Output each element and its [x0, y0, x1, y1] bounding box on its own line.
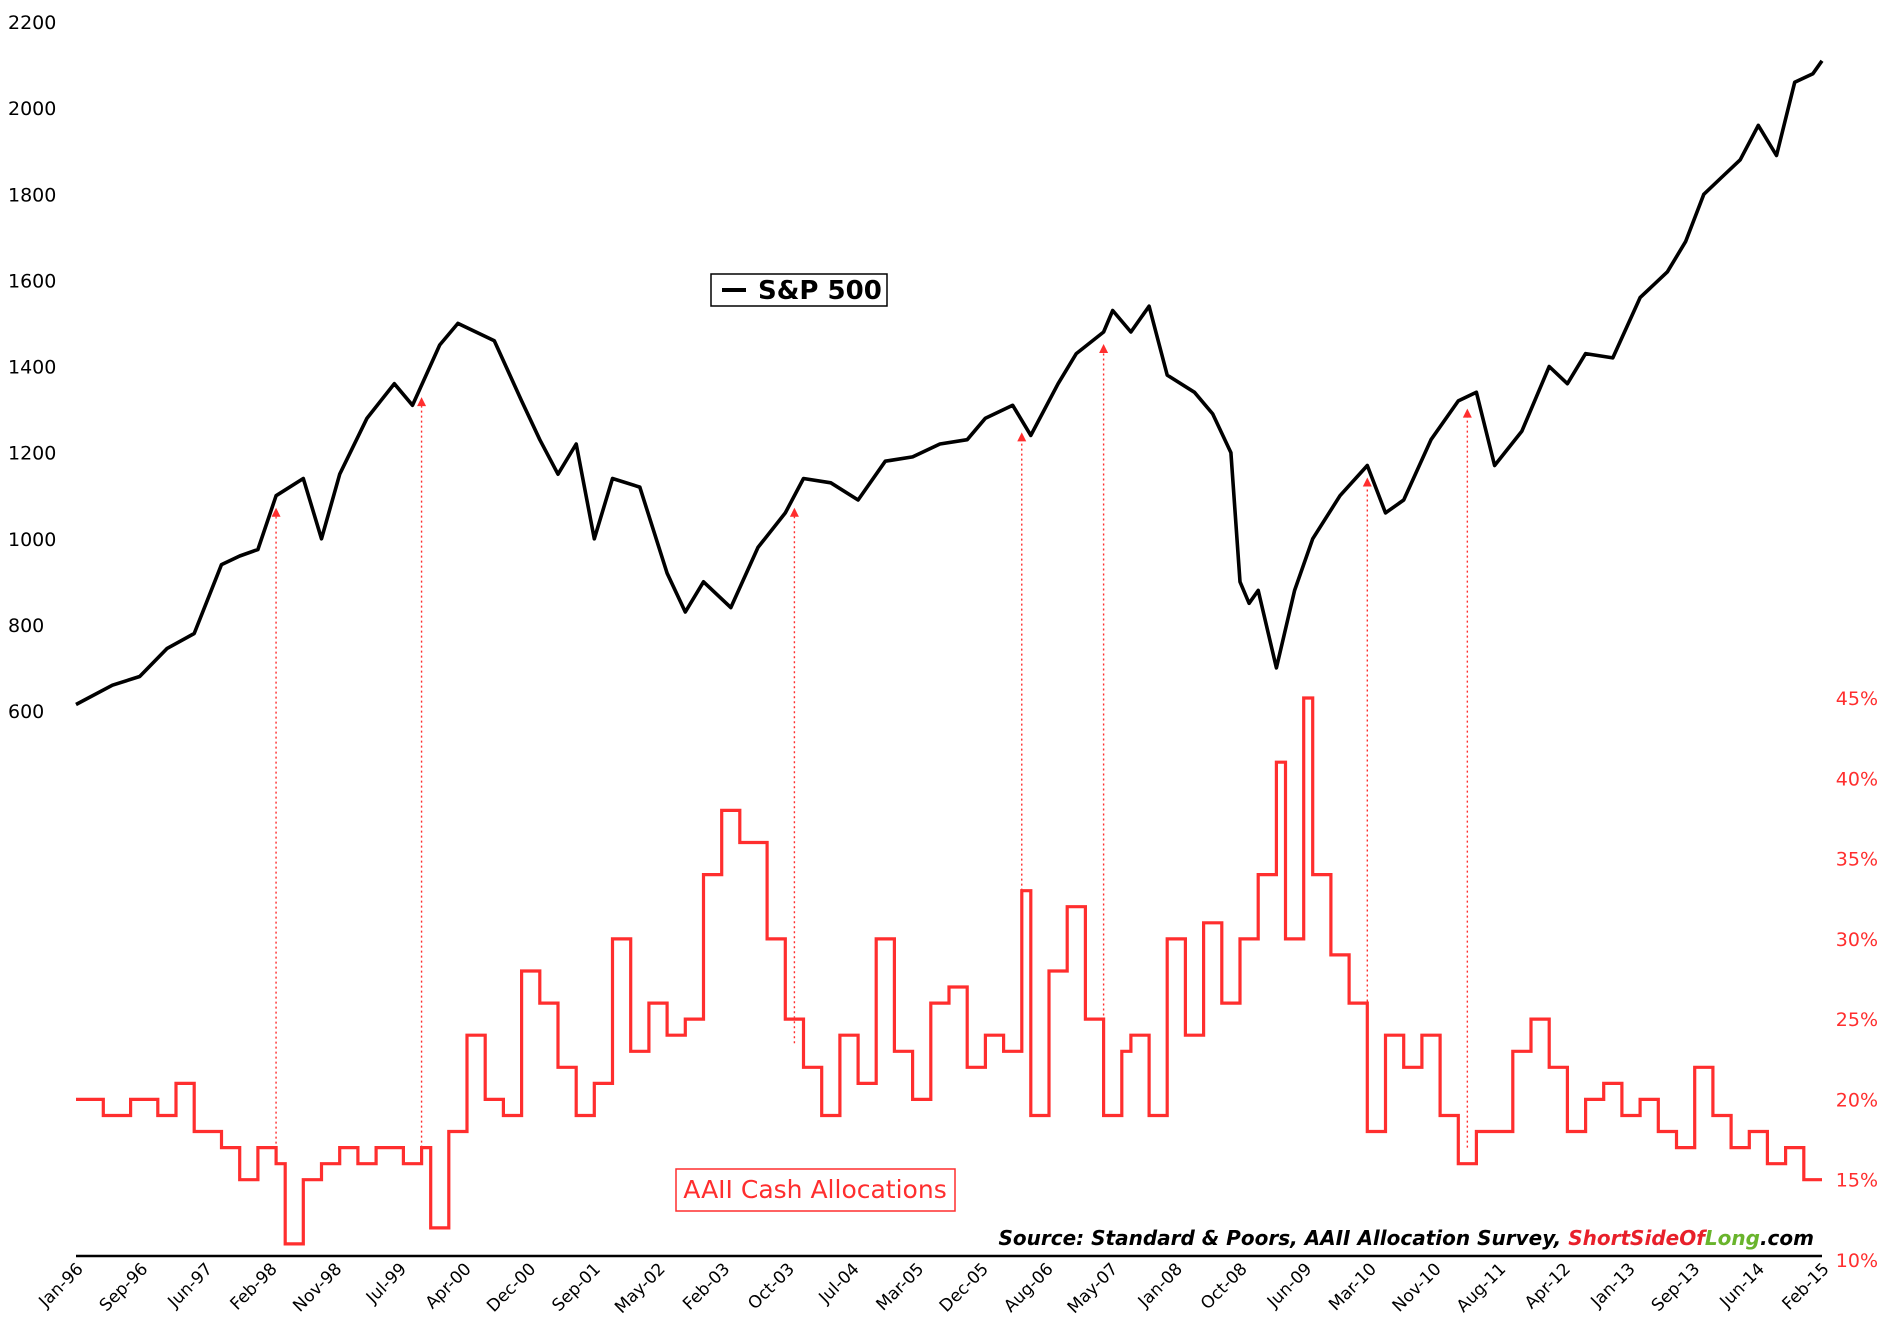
- left-tick-label: 1600: [8, 270, 56, 292]
- x-tick-label: Dec-00: [483, 1259, 540, 1316]
- annotation-arrows: [271, 344, 1472, 1164]
- x-tick-label: Nov-98: [289, 1259, 346, 1316]
- left-tick-label: 1800: [8, 184, 56, 206]
- x-tick-label: Sep-13: [1648, 1259, 1704, 1315]
- x-tick-label: Jan-08: [1134, 1259, 1187, 1312]
- annotation-arrowhead: [271, 507, 281, 517]
- annotation-arrowhead: [789, 507, 799, 517]
- legend: S&P 500 AAII Cash Allocations: [675, 273, 956, 1212]
- x-tick-label: Apr-12: [1521, 1259, 1575, 1313]
- x-tick-label: Aug-11: [1453, 1259, 1510, 1316]
- right-tick-label: 15%: [1836, 1170, 1878, 1192]
- x-tick-label: Jul-04: [815, 1259, 864, 1308]
- x-tick-label: Oct-08: [1197, 1259, 1252, 1314]
- x-tick-label: Jun-97: [164, 1259, 217, 1312]
- x-tick-label: Aug-06: [1000, 1259, 1057, 1316]
- x-tick-label: Apr-00: [422, 1259, 476, 1313]
- left-axis-ticks: 2200 2000 1800 1600 1400 1200 1000 800 600: [8, 12, 56, 723]
- x-axis-ticks: Jan-96 Sep-96 Jun-97 Feb-98 Nov-98 Jul-99 Apr-…: [35, 1259, 1834, 1317]
- x-tick-label: May-07: [1064, 1259, 1122, 1317]
- legend-label-aaii: AAII Cash Allocations: [683, 1175, 946, 1204]
- sp500-line: [75, 59, 1824, 707]
- x-tick-label: Feb-03: [679, 1259, 734, 1314]
- left-tick-label: 2200: [8, 12, 56, 34]
- left-tick-label: 2000: [8, 98, 56, 120]
- x-tick-label: Jan-13: [1587, 1259, 1640, 1312]
- right-tick-label: 35%: [1836, 849, 1878, 871]
- right-tick-label: 45%: [1836, 688, 1878, 710]
- x-tick-label: Nov-10: [1389, 1259, 1446, 1316]
- x-tick-label: Jun-09: [1263, 1259, 1316, 1312]
- source-text: Source: Standard & Poors, AAII Allocatio…: [999, 1226, 1815, 1250]
- x-tick-label: May-02: [611, 1259, 669, 1317]
- source-note: Source: Standard & Poors, AAII Allocatio…: [999, 1226, 1815, 1250]
- right-tick-label: 40%: [1836, 768, 1878, 790]
- x-tick-label: Mar-05: [873, 1259, 929, 1315]
- left-tick-label: 1200: [8, 443, 56, 465]
- annotation-arrowhead: [1099, 344, 1109, 354]
- annotation-arrowhead: [417, 397, 427, 407]
- legend-box-aaii: [675, 1168, 956, 1212]
- x-tick-label: Dec-05: [936, 1259, 993, 1316]
- x-tick-label: Sep-01: [548, 1259, 604, 1315]
- annotation-arrowhead: [1462, 408, 1472, 418]
- x-tick-label: Feb-15: [1778, 1259, 1833, 1314]
- x-tick-label: Jan-96: [35, 1259, 88, 1312]
- x-tick-label: Mar-10: [1325, 1259, 1381, 1315]
- right-tick-label: 20%: [1836, 1089, 1878, 1111]
- left-tick-label: 1400: [8, 357, 56, 379]
- x-tick-label: Jul-99: [362, 1259, 411, 1308]
- legend-label-sp500: S&P 500: [758, 276, 882, 306]
- x-tick-label: Sep-96: [96, 1259, 152, 1315]
- x-tick-label: Feb-98: [226, 1259, 281, 1314]
- left-tick-label: 1000: [8, 529, 56, 551]
- x-tick-label: Jun-14: [1716, 1259, 1769, 1312]
- right-tick-label: 10%: [1836, 1250, 1878, 1272]
- left-tick-label: 800: [8, 615, 44, 637]
- x-tick-label: Oct-03: [744, 1259, 799, 1314]
- right-tick-label: 30%: [1836, 929, 1878, 951]
- annotation-arrowhead: [1017, 432, 1027, 442]
- right-tick-label: 25%: [1836, 1009, 1878, 1031]
- annotation-arrowhead: [1362, 477, 1372, 487]
- right-axis-ticks: 45% 40% 35% 30% 25% 20% 15% 10%: [1836, 688, 1878, 1272]
- left-tick-label: 600: [8, 701, 44, 723]
- aaii-cash-line: [76, 696, 1822, 1246]
- series-layer: [75, 59, 1824, 1246]
